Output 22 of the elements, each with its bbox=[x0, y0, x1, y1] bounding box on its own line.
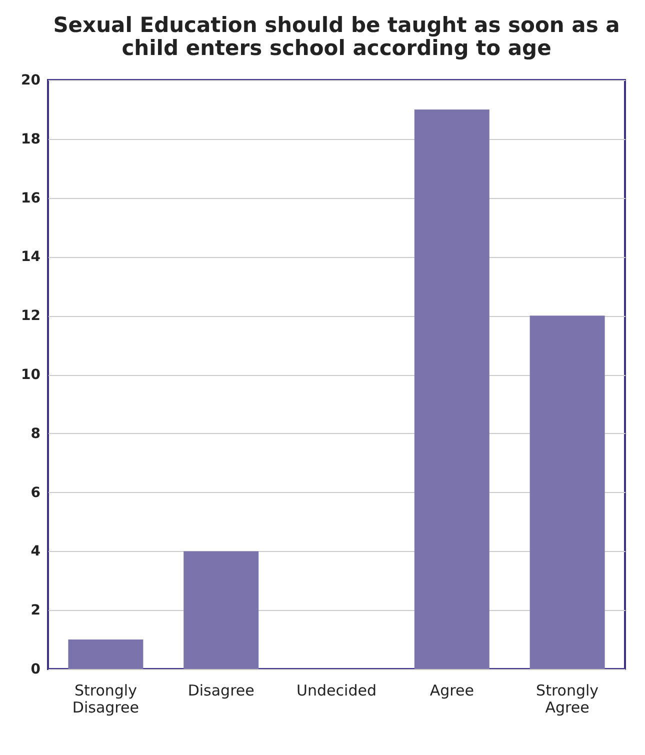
bar bbox=[414, 109, 490, 669]
y-tick-label: 18 bbox=[21, 131, 40, 148]
y-tick-label: 16 bbox=[21, 190, 40, 206]
y-tick-label: 6 bbox=[30, 484, 40, 501]
y-tick-label: 0 bbox=[30, 662, 41, 678]
bar bbox=[68, 640, 144, 669]
y-tick-label: 2 bbox=[30, 602, 40, 619]
y-tick-label: 10 bbox=[21, 367, 41, 383]
y-tick-label: 8 bbox=[30, 426, 40, 442]
x-tick-label: Agree bbox=[430, 682, 474, 700]
x-tick-label: Strongly Disagree bbox=[72, 682, 139, 716]
y-tick-label: 4 bbox=[30, 544, 41, 560]
text: child enters school according to age bbox=[122, 36, 552, 60]
y-tick-label: 14 bbox=[21, 249, 41, 266]
x-tick-label: Disagree bbox=[188, 682, 254, 700]
y-tick-label: 12 bbox=[21, 308, 40, 324]
x-tick-label: Strongly Agree bbox=[536, 682, 599, 716]
x-tick-label: Undecided bbox=[296, 682, 376, 700]
y-tick-label: 20 bbox=[21, 72, 41, 88]
bar bbox=[184, 551, 259, 669]
bar bbox=[530, 316, 605, 669]
text: Sexual Education should be taught as soon as a bbox=[53, 13, 620, 37]
